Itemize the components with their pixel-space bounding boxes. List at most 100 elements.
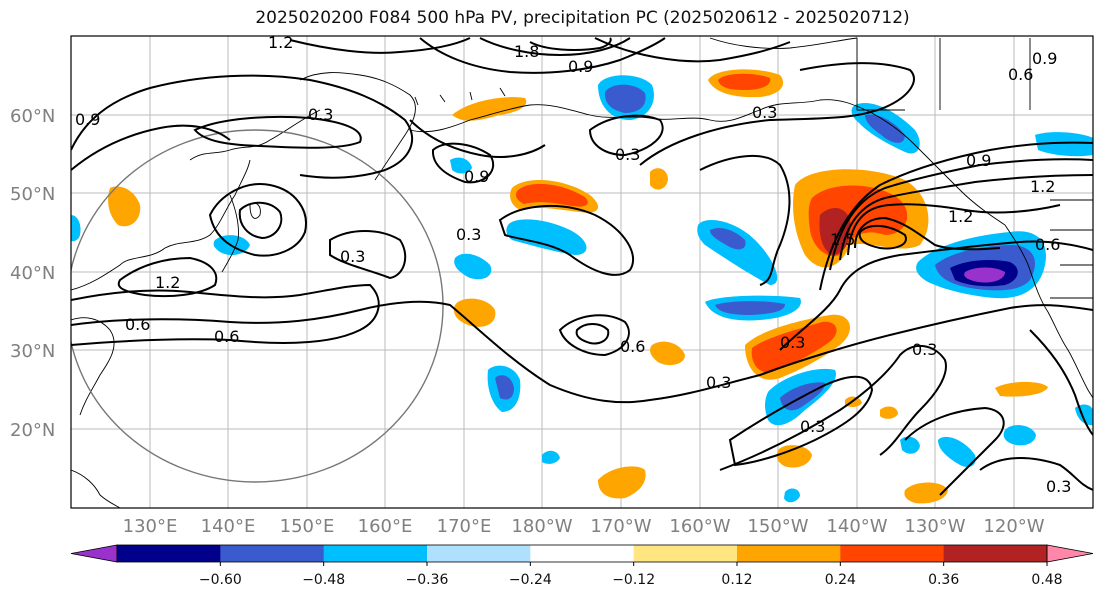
contour-label: 0.3: [706, 373, 731, 392]
colorbar-segment: [530, 545, 635, 562]
shade-positive: [650, 168, 668, 190]
contour-label: 0.3: [752, 103, 777, 122]
colorbar-tick-label: 0.48: [1031, 572, 1062, 588]
lon-label: 120°W: [983, 516, 1044, 537]
shade-positive: [904, 482, 948, 504]
lon-label: 140°E: [201, 516, 256, 537]
lon-label: 160°W: [669, 516, 730, 537]
shade-positive: [452, 97, 527, 121]
contour-label: 0.9: [75, 110, 100, 129]
shade-negative: [1035, 132, 1093, 157]
shade-negative: [715, 301, 785, 315]
colorbar-segment: [943, 545, 1048, 562]
shade-negative: [865, 114, 905, 143]
latitude-labels: 60°N 50°N 40°N 30°N 20°N: [10, 106, 55, 441]
map-frame: [70, 35, 1094, 509]
contour-label: 0.3: [340, 247, 365, 266]
shade-negative: [495, 375, 514, 400]
lon-label: 150°W: [747, 516, 808, 537]
colorbar-segment: [117, 545, 221, 562]
shade-positive: [751, 321, 837, 373]
shade-positive: [453, 298, 496, 327]
shade-negative: [506, 219, 587, 255]
contour-label: 1.8: [514, 42, 539, 61]
shade-positive: [880, 406, 898, 419]
contour-label: 0.3: [308, 105, 333, 124]
contour-labels: 1.2 1.8 0.9 0.6 0.9 0.3 0.3 0.9 0.3 0.3 …: [75, 33, 1071, 496]
contour-label: 0.6: [1035, 235, 1060, 254]
contour-label: 0.9: [966, 151, 991, 170]
lat-label: 60°N: [10, 106, 55, 127]
contour-label: 0.6: [214, 327, 239, 346]
contour-label: 0.3: [456, 225, 481, 244]
range-circle: [71, 129, 444, 483]
shade-positive: [776, 445, 812, 468]
contour-label: 1.2: [155, 273, 180, 292]
shade-negative: [604, 84, 646, 113]
contour-label: 0.3: [800, 417, 825, 436]
contour-label: 0.3: [615, 145, 640, 164]
shade-negative: [938, 436, 976, 467]
colorbar-segment: [737, 545, 841, 562]
longitude-labels: 130°E 140°E 150°E 160°E 170°E 180°W 170°…: [123, 516, 1045, 537]
lon-label: 180°W: [511, 516, 572, 537]
contour-label: 0.9: [1032, 49, 1057, 68]
contour-label: 1.2: [1030, 177, 1055, 196]
colorbar-tick-label: −0.36: [406, 572, 449, 588]
colorbar-segment: [323, 545, 428, 562]
contour-label: 0.6: [125, 315, 150, 334]
contour-label: 0.3: [912, 340, 937, 359]
colorbar-tick-label: −0.48: [302, 572, 345, 588]
colorbar-tick-label: 0.12: [721, 572, 752, 588]
contour-label: 1.5: [830, 230, 855, 249]
contour-label: 0.6: [620, 337, 645, 356]
lon-label: 170°E: [437, 516, 492, 537]
shade-positive: [598, 466, 646, 499]
lon-label: 150°E: [280, 516, 335, 537]
shade-negative: [784, 488, 800, 503]
lon-label: 140°W: [826, 516, 887, 537]
figure-title: 2025020200 F084 500 hPa PV, precipitatio…: [255, 8, 910, 28]
shade-negative: [454, 253, 492, 280]
lat-label: 50°N: [10, 184, 55, 205]
lat-label: 20°N: [10, 420, 55, 441]
colorbar-tick-label: −0.60: [199, 572, 242, 588]
contour-label: 0.3: [780, 333, 805, 352]
colorbar: [70, 544, 1094, 563]
shade-positive: [516, 183, 588, 207]
colorbar-segment: [427, 545, 531, 562]
shade-positive: [108, 186, 141, 227]
contour-label: 0.3: [1046, 477, 1071, 496]
lon-label: 170°W: [590, 516, 651, 537]
colorbar-tick-label: −0.12: [612, 572, 655, 588]
colorbar-tick-label: 0.24: [825, 572, 856, 588]
colorbar-ticks: −0.60 −0.48 −0.36 −0.24 −0.12 0.12 0.24 0.36 0.4…: [199, 562, 1063, 588]
shade-positive: [650, 341, 685, 366]
shade-negative: [1003, 425, 1036, 446]
lon-label: 130°E: [123, 516, 178, 537]
colorbar-segment: [840, 545, 945, 562]
shade-positive: [718, 73, 771, 90]
contour-label: 1.2: [268, 33, 293, 52]
shade-negative: [450, 157, 472, 174]
shade-negative: [900, 436, 920, 454]
contour-label: 1.2: [948, 207, 973, 226]
contour-label: 0.9: [568, 57, 593, 76]
colorbar-segment: [220, 545, 325, 562]
shade-negative: [964, 267, 1005, 283]
colorbar-tick-label: −0.24: [509, 572, 552, 588]
lon-label: 130°W: [904, 516, 965, 537]
colorbar-segment: [633, 545, 738, 562]
contour-label: 0.9: [464, 167, 489, 186]
contour-label: 0.6: [1008, 65, 1033, 84]
lat-label: 30°N: [10, 341, 55, 362]
shade-positive: [995, 381, 1048, 397]
shade-negative: [71, 215, 81, 242]
colorbar-tick-label: 0.36: [928, 572, 959, 588]
colorbar-segment: [70, 544, 118, 563]
pv-contours: [71, 37, 1093, 496]
shade-negative: [542, 450, 560, 464]
colorbar-segment: [1046, 544, 1094, 563]
coastlines: [71, 37, 1093, 508]
lon-label: 160°E: [358, 516, 413, 537]
